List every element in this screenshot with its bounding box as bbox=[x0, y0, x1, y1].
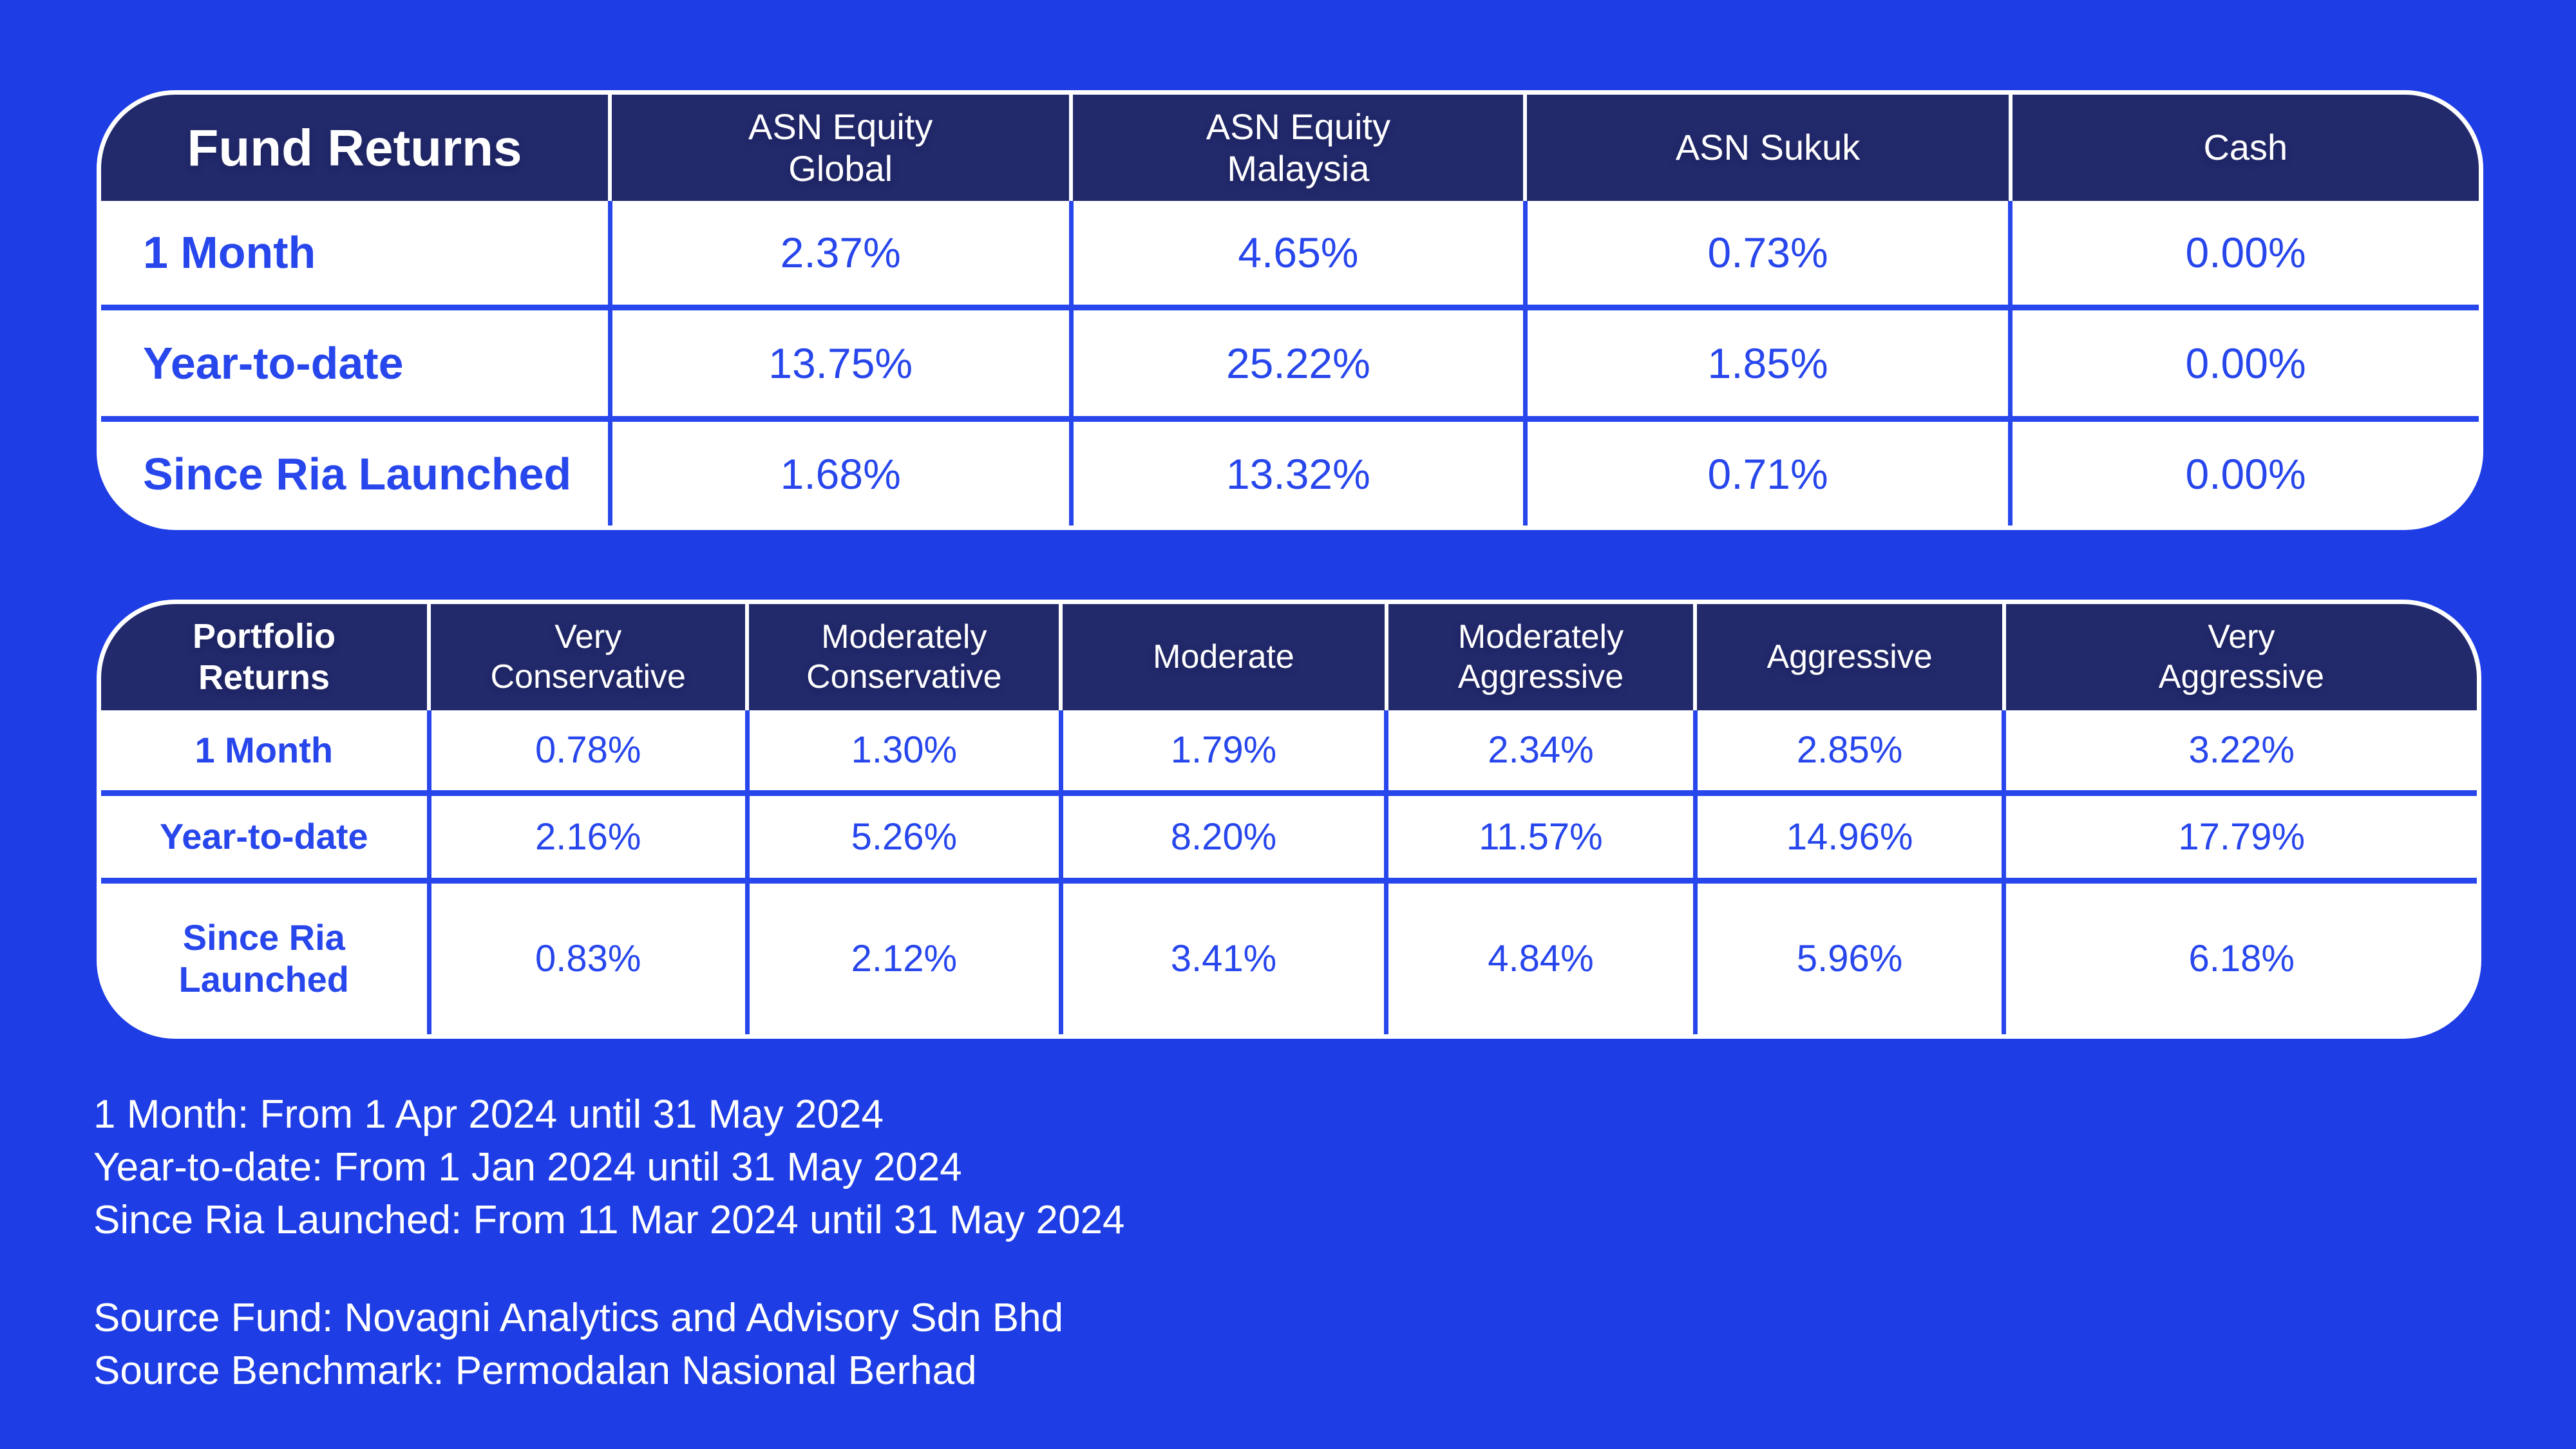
value-cell: 2.85% bbox=[1692, 710, 2004, 793]
value-cell: 13.32% bbox=[1068, 416, 1526, 526]
note-1-month: 1 Month: From 1 Apr 2024 until 31 May 20… bbox=[93, 1092, 884, 1137]
value-cell: 3.22% bbox=[2002, 710, 2477, 793]
value-cell: 2.12% bbox=[744, 877, 1061, 1034]
column-header-text: Very Conservative bbox=[490, 618, 686, 696]
column-header-text: Very Aggressive bbox=[2158, 618, 2325, 696]
value-cell: 25.22% bbox=[1068, 304, 1526, 419]
value-cell: 0.00% bbox=[2008, 304, 2479, 419]
row-label-1-month: 1 Month bbox=[101, 201, 611, 308]
note-source-benchmark: Source Benchmark: Permodalan Nasional Be… bbox=[93, 1349, 977, 1393]
source-notes: Source Fund: Novagni Analytics and Advis… bbox=[93, 1292, 1124, 1397]
value-cell: 0.00% bbox=[2008, 201, 2479, 308]
value-cell: 0.73% bbox=[1522, 201, 2011, 308]
value-cell: 11.57% bbox=[1384, 790, 1696, 881]
value-cell: 1.85% bbox=[1522, 304, 2011, 419]
fund-returns-title: Fund Returns bbox=[101, 95, 611, 201]
value-cell: 17.79% bbox=[2002, 790, 2477, 881]
portfolio-header-row: Portfolio Returns Very Conservative Mode… bbox=[101, 604, 2477, 710]
value-cell: 3.41% bbox=[1058, 877, 1387, 1034]
column-header-text: ASN Sukuk bbox=[1675, 127, 1861, 168]
column-header-text: ASN Equity Global bbox=[748, 106, 933, 189]
value-cell: 5.26% bbox=[744, 790, 1061, 881]
row-label-text: Year-to-date bbox=[159, 815, 368, 857]
row-label-1-month: 1 Month bbox=[101, 710, 430, 793]
value-cell: 0.83% bbox=[426, 877, 748, 1034]
column-header-text: Moderately Conservative bbox=[806, 618, 1002, 696]
note-year-to-date: Year-to-date: From 1 Jan 2024 until 31 M… bbox=[93, 1145, 962, 1189]
portfolio-returns-table: Portfolio Returns Very Conservative Mode… bbox=[97, 600, 2481, 1039]
column-header-moderate: Moderate bbox=[1059, 604, 1387, 710]
row-label-year-to-date: Year-to-date bbox=[101, 790, 430, 881]
value-cell: 0.78% bbox=[426, 710, 748, 793]
value-cell: 6.18% bbox=[2002, 877, 2477, 1034]
column-header-cash: Cash bbox=[2008, 95, 2479, 201]
row-label-text: Since Ria Launched bbox=[178, 917, 350, 999]
value-cell: 2.34% bbox=[1384, 710, 1696, 793]
column-header-very-conservative: Very Conservative bbox=[427, 604, 748, 710]
value-cell: 8.20% bbox=[1058, 790, 1387, 881]
column-header-text: Cash bbox=[2203, 127, 2288, 168]
table-row: Year-to-date 13.75% 25.22% 1.85% 0.00% bbox=[101, 304, 2479, 419]
table-row: 1 Month 2.37% 4.65% 0.73% 0.00% bbox=[101, 201, 2479, 308]
fund-returns-title-text: Fund Returns bbox=[187, 118, 522, 176]
column-header-asn-sukuk: ASN Sukuk bbox=[1523, 95, 2011, 201]
column-header-text: Aggressive bbox=[1766, 638, 1933, 676]
column-header-moderately-conservative: Moderately Conservative bbox=[745, 604, 1061, 710]
value-cell: 4.65% bbox=[1068, 201, 1526, 308]
value-cell: 2.37% bbox=[607, 201, 1072, 308]
table-row: 1 Month 0.78% 1.30% 1.79% 2.34% 2.85% 3.… bbox=[101, 710, 2477, 793]
value-cell: 2.16% bbox=[426, 790, 748, 881]
value-cell: 1.68% bbox=[607, 416, 1072, 526]
column-header-text: ASN Equity Malaysia bbox=[1206, 106, 1391, 189]
value-cell: 5.96% bbox=[1692, 877, 2004, 1034]
column-header-asn-equity-global: ASN Equity Global bbox=[608, 95, 1072, 201]
footnotes: 1 Month: From 1 Apr 2024 until 31 May 20… bbox=[93, 1088, 1124, 1397]
portfolio-returns-title-text: Portfolio Returns bbox=[193, 616, 336, 697]
column-header-text: Moderate bbox=[1153, 638, 1294, 676]
value-cell: 4.84% bbox=[1384, 877, 1696, 1034]
column-header-very-aggressive: Very Aggressive bbox=[2002, 604, 2477, 710]
value-cell: 14.96% bbox=[1692, 790, 2004, 881]
table-row: Since Ria Launched 0.83% 2.12% 3.41% 4.8… bbox=[101, 877, 2477, 1034]
portfolio-returns-title: Portfolio Returns bbox=[101, 604, 430, 710]
period-notes: 1 Month: From 1 Apr 2024 until 31 May 20… bbox=[93, 1088, 1124, 1247]
column-header-text: Moderately Aggressive bbox=[1457, 618, 1624, 696]
column-header-asn-equity-malaysia: ASN Equity Malaysia bbox=[1069, 95, 1526, 201]
value-cell: 0.71% bbox=[1522, 416, 2011, 526]
value-cell: 13.75% bbox=[607, 304, 1072, 419]
value-cell: 1.79% bbox=[1058, 710, 1387, 793]
column-header-moderately-aggressive: Moderately Aggressive bbox=[1384, 604, 1696, 710]
value-cell: 1.30% bbox=[744, 710, 1061, 793]
row-label-since-ria-launched: Since Ria Launched bbox=[101, 416, 611, 526]
row-label-text: 1 Month bbox=[194, 729, 334, 770]
fund-returns-grid: Fund Returns ASN Equity Global ASN Equit… bbox=[101, 95, 2479, 526]
row-label-since-ria-launched: Since Ria Launched bbox=[101, 877, 430, 1034]
value-cell: 0.00% bbox=[2008, 416, 2479, 526]
table-row: Since Ria Launched 1.68% 13.32% 0.71% 0.… bbox=[101, 416, 2479, 526]
fund-returns-table: Fund Returns ASN Equity Global ASN Equit… bbox=[97, 90, 2483, 530]
column-header-aggressive: Aggressive bbox=[1693, 604, 2004, 710]
fund-header-row: Fund Returns ASN Equity Global ASN Equit… bbox=[101, 95, 2479, 201]
table-row: Year-to-date 2.16% 5.26% 8.20% 11.57% 14… bbox=[101, 790, 2477, 881]
note-source-fund: Source Fund: Novagni Analytics and Advis… bbox=[93, 1296, 1064, 1340]
note-since-ria-launched: Since Ria Launched: From 11 Mar 2024 unt… bbox=[93, 1198, 1125, 1242]
portfolio-returns-grid: Portfolio Returns Very Conservative Mode… bbox=[101, 604, 2477, 1034]
row-label-year-to-date: Year-to-date bbox=[101, 304, 611, 419]
